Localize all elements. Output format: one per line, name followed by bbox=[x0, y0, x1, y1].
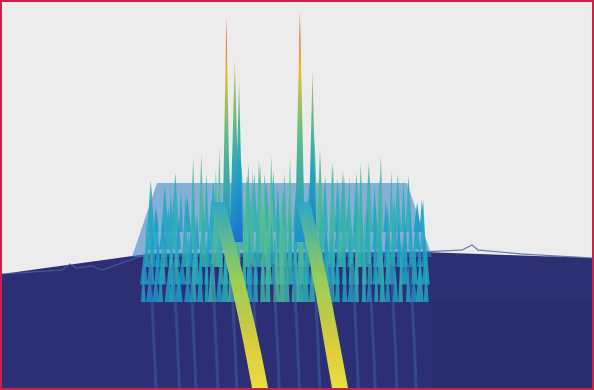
peak-mark bbox=[308, 69, 317, 242]
spike-mark bbox=[245, 265, 254, 302]
spike-mark bbox=[296, 236, 303, 302]
spike-mark bbox=[422, 239, 430, 285]
spike-mark bbox=[379, 245, 386, 302]
front-rib bbox=[210, 263, 220, 388]
spike-mark bbox=[420, 199, 426, 250]
spike-mark bbox=[221, 245, 229, 302]
spike-mark bbox=[415, 257, 424, 302]
spike-mark bbox=[178, 189, 184, 232]
peak-mark bbox=[222, 16, 231, 242]
spike-mark bbox=[204, 257, 209, 302]
spike-mark bbox=[346, 177, 353, 250]
spike-mark bbox=[328, 245, 335, 302]
spike-mark bbox=[185, 227, 191, 285]
spike-mark bbox=[327, 192, 336, 267]
spike-mark bbox=[190, 248, 197, 302]
spike-mark bbox=[268, 155, 275, 250]
spike-mark bbox=[208, 233, 217, 302]
spike-mark bbox=[169, 256, 177, 302]
spike-mark bbox=[158, 262, 163, 302]
spike-mark bbox=[347, 269, 356, 302]
spike-mark bbox=[410, 278, 418, 302]
spike-mark bbox=[273, 215, 280, 302]
spike-mark bbox=[361, 250, 367, 302]
spike-mark bbox=[398, 246, 403, 302]
front-rib bbox=[389, 263, 399, 388]
spike-mark bbox=[403, 245, 409, 285]
spike-mark bbox=[159, 218, 167, 250]
spike-mark bbox=[278, 215, 285, 302]
spike-mark bbox=[413, 213, 421, 250]
spike-mark bbox=[423, 260, 429, 302]
spike-mark bbox=[203, 173, 209, 232]
spike-mark bbox=[246, 228, 253, 285]
front-rib bbox=[408, 263, 418, 388]
spike-mark bbox=[390, 203, 396, 267]
spike-mark bbox=[164, 206, 172, 250]
front-rib bbox=[350, 263, 360, 388]
spike-mark bbox=[218, 220, 224, 285]
peak-mark bbox=[294, 12, 305, 242]
spike-mark bbox=[181, 209, 189, 267]
spike-mark bbox=[204, 238, 209, 285]
spike-mark bbox=[287, 155, 293, 250]
front-rib bbox=[171, 263, 181, 388]
spike-mark bbox=[215, 267, 223, 302]
spike-mark bbox=[405, 262, 411, 302]
spike-mark bbox=[163, 224, 168, 267]
spike-mark bbox=[366, 274, 373, 302]
spike-mark bbox=[151, 206, 160, 250]
spike-mark bbox=[265, 232, 271, 302]
spike-mark bbox=[389, 170, 394, 232]
front-rib bbox=[188, 263, 198, 388]
spike-mark bbox=[334, 258, 341, 302]
spike-mark bbox=[341, 235, 347, 285]
spike-mark bbox=[390, 243, 396, 285]
spike-mark bbox=[140, 251, 149, 285]
spike-mark bbox=[173, 221, 179, 285]
spike-mark bbox=[145, 277, 154, 302]
spike-mark bbox=[260, 231, 266, 302]
spike-mark bbox=[178, 256, 186, 285]
front-rib bbox=[367, 263, 377, 388]
spike-mark bbox=[353, 237, 359, 302]
front-ridge bbox=[211, 202, 268, 388]
spike-mark bbox=[348, 221, 355, 285]
spike-mark bbox=[144, 219, 150, 267]
spike-mark bbox=[141, 266, 146, 302]
spike-mark bbox=[367, 218, 373, 285]
floor-shadow bbox=[432, 302, 592, 388]
spike-mark bbox=[408, 222, 414, 267]
front-rib bbox=[271, 263, 281, 388]
spike-mark bbox=[384, 228, 393, 285]
spike-mark bbox=[342, 266, 348, 302]
spike-mark bbox=[174, 267, 183, 302]
spike-mark bbox=[152, 274, 160, 302]
spike-mark bbox=[401, 180, 406, 232]
front-rib bbox=[291, 263, 301, 388]
spike-mark bbox=[196, 264, 204, 302]
spike-mark bbox=[392, 265, 399, 302]
peak-mark bbox=[235, 81, 243, 242]
spike-mark bbox=[361, 210, 367, 285]
spike-mark bbox=[385, 270, 391, 302]
spike-mark bbox=[374, 256, 379, 302]
spike-mark bbox=[301, 244, 310, 302]
spike-mark bbox=[372, 227, 378, 267]
spike-mark bbox=[416, 245, 423, 267]
spike-mark bbox=[147, 237, 155, 285]
front-rib bbox=[148, 263, 158, 388]
spike-mark bbox=[336, 193, 342, 267]
spike-mark bbox=[411, 233, 418, 285]
spike-mark bbox=[394, 173, 402, 232]
spike-mark bbox=[184, 276, 192, 302]
spike-mark bbox=[252, 254, 259, 302]
spike-mark bbox=[282, 235, 290, 302]
front-ridge bbox=[296, 202, 348, 388]
spike-mark bbox=[146, 180, 155, 232]
